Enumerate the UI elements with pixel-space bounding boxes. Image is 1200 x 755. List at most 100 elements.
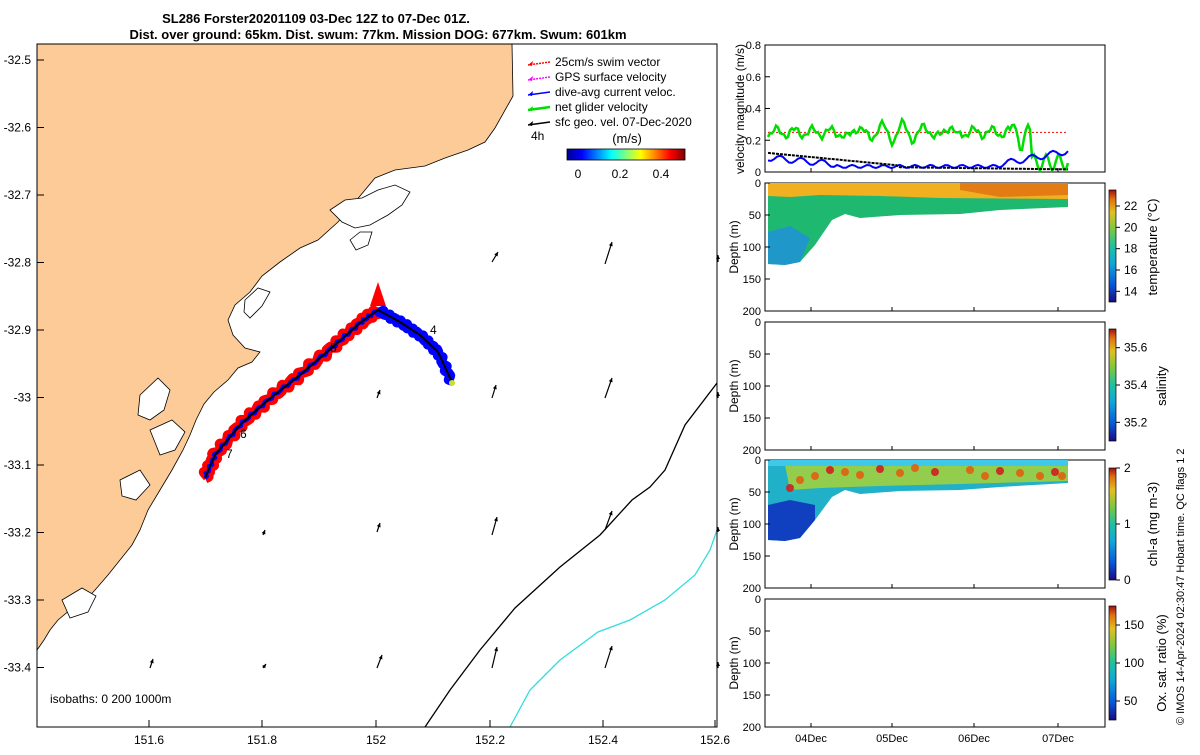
legend-arrowhead: [528, 76, 533, 81]
velocity-y-tick-label: 0.8: [746, 40, 761, 52]
title-line-2: Dist. over ground: 65km. Dist. swum: 77k…: [129, 27, 626, 42]
lon-tick-label: 152.2: [475, 733, 505, 747]
colorbar-tick-label: 2: [1124, 461, 1131, 475]
depth-tick-label: 0: [755, 317, 761, 329]
depth-tick-label: 150: [743, 274, 761, 286]
lat-tick-label: -32.6: [4, 121, 32, 135]
chla-colorbar: [1108, 467, 1117, 581]
speed-colorbar-tick-label: 0: [575, 167, 582, 181]
chla-maxima-dots: [786, 464, 1066, 492]
colorbar-tick-label: 150: [1124, 618, 1144, 632]
lat-tick-label: -33.4: [4, 661, 32, 675]
geostrophic-arrowhead: [494, 647, 499, 652]
velocity-y-tick-label: 0.4: [746, 104, 761, 116]
colorbar-tick-label: 14: [1124, 284, 1138, 298]
depth-tick-label: 50: [749, 349, 761, 361]
speed-colorbar-ticks: 0 0.2 0.4: [575, 167, 670, 181]
glider-path: [204, 308, 453, 479]
chla-maximum-dot: [786, 484, 794, 492]
legend-arrowhead: [528, 106, 533, 111]
map-lake-5: [149, 419, 186, 456]
chla-maximum-dot: [826, 466, 834, 474]
chla-panel: 0 50 100 150 200 Depth (m) 0 1 2 chl-a (mg m-3…: [727, 455, 1160, 595]
isobaths-label: isobaths: 0 200 1000m: [50, 692, 171, 706]
colorbar-tick-label: 16: [1124, 263, 1138, 277]
depth-tick-label: 0: [755, 455, 761, 467]
depth-tick-label: 50: [749, 210, 761, 222]
geostrophic-arrowhead: [494, 517, 498, 522]
net-glider-velocity-line: [766, 116, 1070, 173]
lat-tick-label: -32.5: [4, 53, 32, 67]
depth-tick-label: 150: [743, 413, 761, 425]
colorbar-tick-label: 100: [1124, 656, 1144, 670]
map-lake-6: [119, 469, 151, 501]
temperature-section: [768, 183, 1068, 265]
depth-tick-label: 200: [743, 722, 761, 734]
speed-colorbar-title: (m/s): [612, 131, 642, 146]
chla-y-ticks: 0 50 100 150 200: [743, 455, 770, 595]
chla-maximum-dot: [796, 476, 804, 484]
legend-arrowhead: [528, 121, 533, 126]
legend-label: sfc geo. vel. 07-Dec-2020: [555, 115, 692, 129]
legend-label: 25cm/s swim vector: [555, 55, 660, 69]
depth-tick-label: 100: [743, 658, 761, 670]
temperature-panel: 0 50 100 150 200 Depth (m) 14 16 18 20 22 temper…: [727, 178, 1160, 318]
depth-tick-label: 100: [743, 242, 761, 254]
chla-maximum-dot: [841, 468, 849, 476]
time-tick-label: 07Dec: [1042, 733, 1074, 745]
title-line-1: SL286 Forster20201109 03-Dec 12Z to 07-D…: [162, 11, 470, 26]
temperature-colorbar-ticks: 14 16 18 20 22: [1116, 199, 1138, 298]
depth-tick-label: 100: [743, 519, 761, 531]
lat-tick-label: -33.3: [4, 593, 32, 607]
time-tick-label: 06Dec: [958, 733, 990, 745]
salinity-colorbar-label: salinity: [1154, 366, 1169, 406]
side-credit: © IMOS 14-Apr-2024 02:30:47 Hobart time.…: [1175, 448, 1187, 725]
geostrophic-arrowhead: [608, 378, 613, 383]
lon-tick-label: 151.6: [134, 733, 164, 747]
lat-tick-label: -33: [14, 391, 32, 405]
map-panel: 4 5 67 151.6 151.8 152 152.2 152.4 152.6 -32.5 -3…: [4, 43, 731, 747]
time-tick-label: 04Dec: [795, 733, 827, 745]
depth-tick-label: 50: [749, 487, 761, 499]
lat-tick-label: -33.1: [4, 458, 32, 472]
map-axis-ticks: 151.6 151.8 152 152.2 152.4 152.6 -32.5 -32.6 -3…: [4, 53, 731, 747]
colorbar-tick-label: 35.4: [1124, 378, 1148, 392]
depth-tick-label: 200: [743, 445, 761, 457]
lon-tick-label: 151.8: [247, 733, 277, 747]
depth-tick-label: 0: [755, 594, 761, 606]
legend-arrowhead: [528, 91, 533, 96]
glider-end-point: [449, 380, 455, 386]
speed-colorbar-tick-label: 0.2: [612, 167, 629, 181]
time-axis-ticks: 04Dec 05Dec 06Dec 07Dec: [795, 168, 1074, 745]
lon-tick-label: 152.4: [588, 733, 618, 747]
colorbar-tick-label: 35.2: [1124, 415, 1148, 429]
oxygen-panel: 0 50 100 150 200 Depth (m) 50 100 150 Ox. sat.…: [727, 594, 1169, 734]
geostrophic-arrowhead: [608, 511, 613, 516]
chla-maximum-dot: [1036, 472, 1044, 480]
isobath-200: [424, 382, 717, 727]
salinity-colorbar-ticks: 35.2 35.4 35.6: [1116, 341, 1148, 429]
oxygen-colorbar-ticks: 50 100 150: [1116, 618, 1144, 708]
day-markers: 4 5 67: [226, 323, 437, 461]
day-marker: 7: [226, 447, 233, 461]
map-land: [37, 44, 514, 651]
map-lake-4: [137, 377, 171, 421]
map-lake-2: [349, 231, 373, 251]
depth-tick-label: 0: [755, 178, 761, 190]
chla-maximum-dot: [856, 471, 864, 479]
colorbar-tick-label: 20: [1124, 220, 1138, 234]
geostrophic-velocity-line: [767, 151, 1069, 171]
colorbar-tick-label: 50: [1124, 694, 1138, 708]
lat-tick-label: -32.9: [4, 323, 32, 337]
chla-deep-low: [768, 500, 815, 541]
temperature-cold-layer: [768, 226, 810, 265]
chla-maximum-dot: [811, 472, 819, 480]
legend-label: net glider velocity: [555, 100, 648, 114]
map-lake-7: [61, 587, 97, 619]
map-lake-3: [243, 287, 271, 319]
geostrophic-arrowhead: [492, 385, 497, 390]
lat-tick-label: -32.7: [4, 188, 32, 202]
geostrophic-arrowhead: [149, 659, 154, 664]
